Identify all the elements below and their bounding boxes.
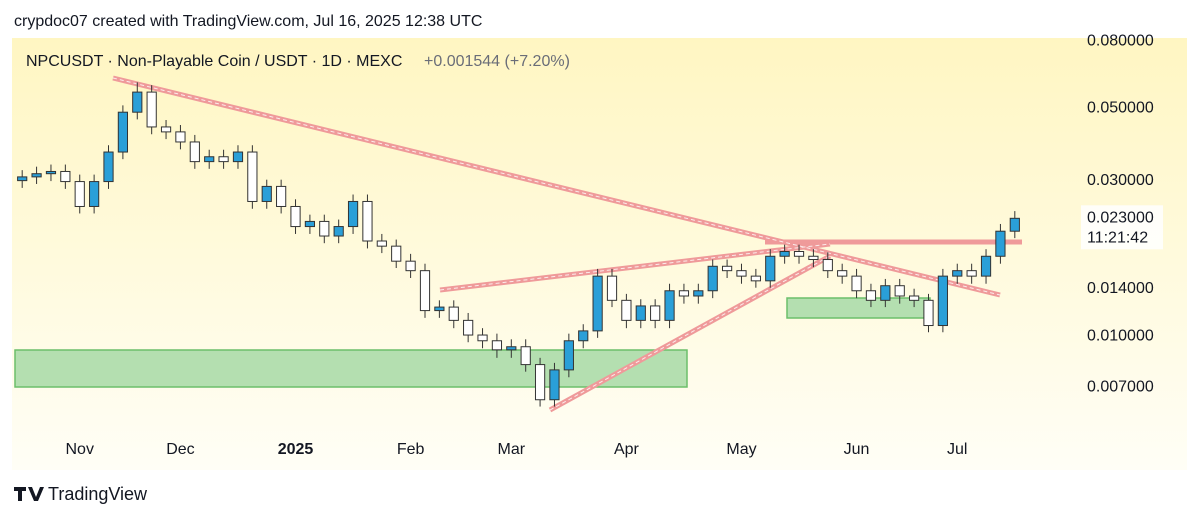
candle-body: [434, 306, 445, 312]
candle-body: [894, 285, 905, 297]
y-tick-label: 0.030000: [1087, 172, 1154, 189]
candle-body: [909, 295, 920, 301]
candle-body: [419, 270, 431, 312]
candle-body: [506, 346, 517, 351]
candle-body: [333, 226, 344, 237]
candle-body: [405, 260, 416, 272]
candle-body: [880, 285, 891, 301]
candle-body: [391, 245, 402, 262]
candles: [17, 82, 1020, 407]
last-price-box: [1081, 205, 1163, 250]
brand-name: TradingView: [48, 484, 148, 504]
candle-body: [678, 290, 690, 297]
candle-body: [563, 340, 574, 371]
candle-body: [534, 364, 546, 401]
candle-body: [980, 255, 992, 277]
last-price-label: 0.023000: [1087, 210, 1154, 227]
candle-body: [1009, 217, 1020, 232]
support-zone: [14, 349, 688, 388]
x-tick-label: 2025: [278, 441, 314, 458]
candle-body: [45, 170, 57, 175]
candle-body: [477, 334, 488, 342]
candle-body: [693, 290, 704, 297]
candle-body: [276, 185, 287, 207]
candle-body: [995, 230, 1006, 257]
y-tick-label: 0.050000: [1087, 99, 1154, 116]
candle-body: [160, 126, 172, 133]
candle-body: [664, 290, 675, 321]
candle-body: [31, 173, 42, 178]
candle-body: [463, 319, 474, 336]
brand-logo: [14, 487, 44, 501]
candle-body: [290, 205, 301, 228]
candle-body: [304, 220, 316, 228]
candle-body: [448, 306, 459, 321]
candle-body: [60, 170, 71, 183]
symbol-title: NPCUSDT · Non-Playable Coin / USDT · 1D …: [26, 53, 402, 70]
x-tick-label: Apr: [614, 441, 640, 458]
candle-body: [74, 181, 85, 207]
candle-body: [750, 275, 761, 282]
candle-body: [491, 340, 503, 351]
candle-body: [578, 330, 589, 342]
candle-body: [89, 181, 100, 207]
candle-body: [606, 275, 618, 301]
candle-body: [189, 141, 200, 163]
y-tick-label: 0.080000: [1087, 33, 1154, 50]
candle-body: [376, 240, 387, 247]
candle-body: [132, 91, 143, 113]
y-tick-label: 0.007000: [1087, 378, 1154, 395]
candle-body: [865, 290, 877, 301]
candle-body: [808, 255, 819, 261]
x-tick-label: May: [726, 441, 756, 458]
candle-body: [204, 156, 215, 163]
candle-body: [837, 270, 848, 277]
y-tick-label: 0.010000: [1087, 328, 1154, 345]
candle-body: [117, 111, 128, 153]
candle-body: [549, 369, 560, 401]
candle-body: [736, 270, 747, 277]
candle-body: [347, 200, 359, 228]
chart-pane: [12, 38, 1187, 470]
candle-body: [17, 176, 28, 182]
y-tick-label: 0.014000: [1087, 280, 1154, 297]
candle-body: [793, 251, 805, 257]
candle-body: [592, 275, 603, 332]
candle-body: [650, 305, 661, 321]
candle-body: [721, 265, 733, 272]
candle-body: [261, 185, 272, 202]
candle-body: [779, 251, 790, 257]
x-tick-label: Jul: [947, 441, 967, 458]
candle-body: [103, 151, 114, 183]
candle-body: [952, 270, 963, 277]
candle-body: [923, 299, 934, 327]
x-tick-label: Mar: [498, 441, 526, 458]
support-zone: [786, 297, 931, 319]
candle-body: [232, 151, 244, 163]
candle-body: [146, 91, 157, 128]
candle-body: [218, 156, 229, 163]
price-change: +0.001544 (+7.20%): [424, 53, 570, 70]
candle-body: [635, 305, 646, 321]
candle-body: [621, 299, 632, 321]
attribution: crypdoc07 created with TradingView.com, …: [14, 13, 482, 30]
countdown: 11:21:42: [1087, 230, 1148, 247]
candle-body: [520, 346, 531, 366]
candle-body: [966, 270, 977, 277]
candle-body: [319, 220, 330, 237]
candle-body: [765, 255, 776, 282]
trendline-centers: [112, 77, 1001, 411]
candle-body: [851, 275, 862, 292]
candle-body: [937, 275, 948, 327]
candle-body: [247, 151, 258, 202]
candle-body: [707, 265, 718, 292]
x-tick-label: Dec: [166, 441, 194, 458]
x-tick-label: Feb: [397, 441, 425, 458]
x-tick-label: Nov: [66, 441, 94, 458]
candle-body: [362, 200, 373, 242]
candle-body: [822, 259, 833, 272]
candle-body: [175, 131, 186, 143]
x-tick-label: Jun: [844, 441, 870, 458]
